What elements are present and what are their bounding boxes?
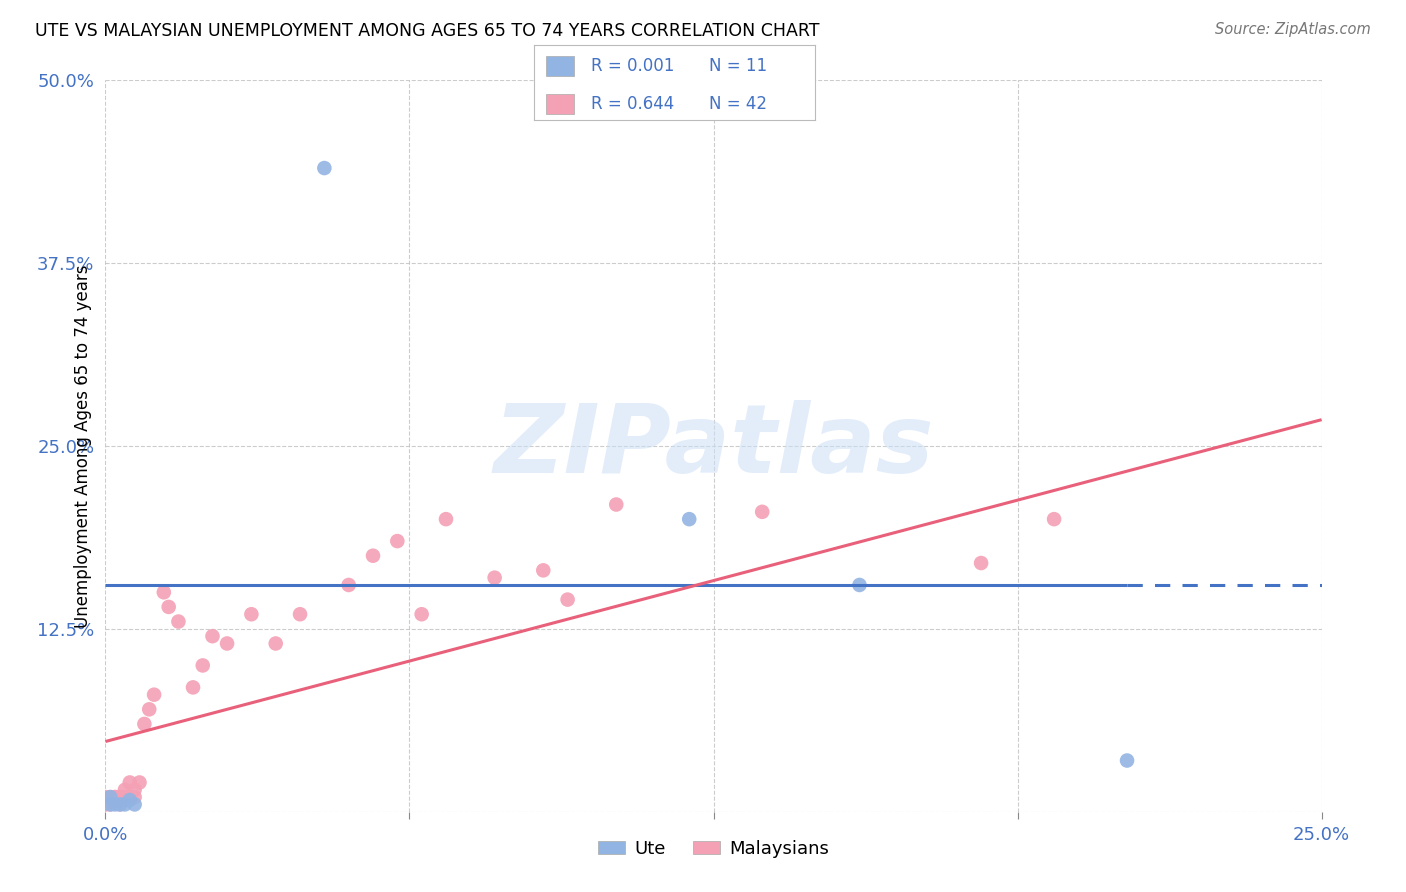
Point (531, 563, 554, 577)
Point (98, 790, 121, 805)
Text: R = 0.644: R = 0.644 (591, 95, 673, 112)
Point (94, 793, 117, 807)
Legend: Ute, Malaysians: Ute, Malaysians (591, 832, 837, 865)
FancyBboxPatch shape (546, 94, 574, 113)
Point (104, 797, 127, 812)
Point (98, 797, 121, 812)
Point (411, 607, 433, 622)
Point (1116, 754, 1139, 768)
Point (240, 607, 263, 622)
Point (98, 790, 121, 805)
Point (434, 512, 457, 526)
Point (181, 681, 204, 695)
Point (678, 512, 700, 526)
Point (108, 790, 131, 805)
Point (114, 797, 136, 812)
Point (848, 578, 870, 592)
Point (970, 556, 993, 570)
Point (167, 615, 190, 629)
Point (557, 592, 579, 607)
Point (143, 688, 166, 702)
Point (314, 161, 336, 175)
Point (98, 793, 121, 807)
Point (104, 790, 127, 805)
Text: R = 0.001: R = 0.001 (591, 57, 673, 75)
Point (124, 797, 146, 812)
Point (94, 790, 117, 805)
Point (108, 797, 131, 812)
Point (387, 534, 409, 549)
Point (138, 702, 160, 716)
Point (1043, 512, 1066, 526)
Point (108, 797, 131, 812)
Point (98, 797, 121, 812)
Point (118, 775, 141, 789)
Text: ZIPatlas: ZIPatlas (494, 400, 934, 492)
Point (124, 782, 146, 797)
Point (217, 636, 239, 650)
Text: UTE VS MALAYSIAN UNEMPLOYMENT AMONG AGES 65 TO 74 YEARS CORRELATION CHART: UTE VS MALAYSIAN UNEMPLOYMENT AMONG AGES… (35, 22, 820, 40)
Point (191, 658, 214, 673)
Point (153, 585, 176, 599)
Point (94, 797, 117, 812)
Point (484, 571, 506, 585)
Point (605, 498, 627, 512)
Point (134, 717, 156, 731)
Point (201, 629, 224, 643)
FancyBboxPatch shape (546, 56, 574, 76)
Point (124, 790, 146, 805)
Point (118, 793, 141, 807)
Point (114, 790, 136, 805)
Point (264, 636, 287, 650)
Point (751, 505, 773, 519)
Text: N = 11: N = 11 (709, 57, 766, 75)
Point (128, 775, 150, 789)
Point (114, 782, 136, 797)
Text: N = 42: N = 42 (709, 95, 766, 112)
Y-axis label: Unemployment Among Ages 65 to 74 years: Unemployment Among Ages 65 to 74 years (73, 264, 91, 628)
Point (118, 790, 141, 805)
Text: Source: ZipAtlas.com: Source: ZipAtlas.com (1215, 22, 1371, 37)
Point (361, 549, 384, 563)
Point (157, 599, 180, 614)
Point (288, 607, 311, 622)
Point (337, 578, 360, 592)
Point (104, 790, 127, 805)
